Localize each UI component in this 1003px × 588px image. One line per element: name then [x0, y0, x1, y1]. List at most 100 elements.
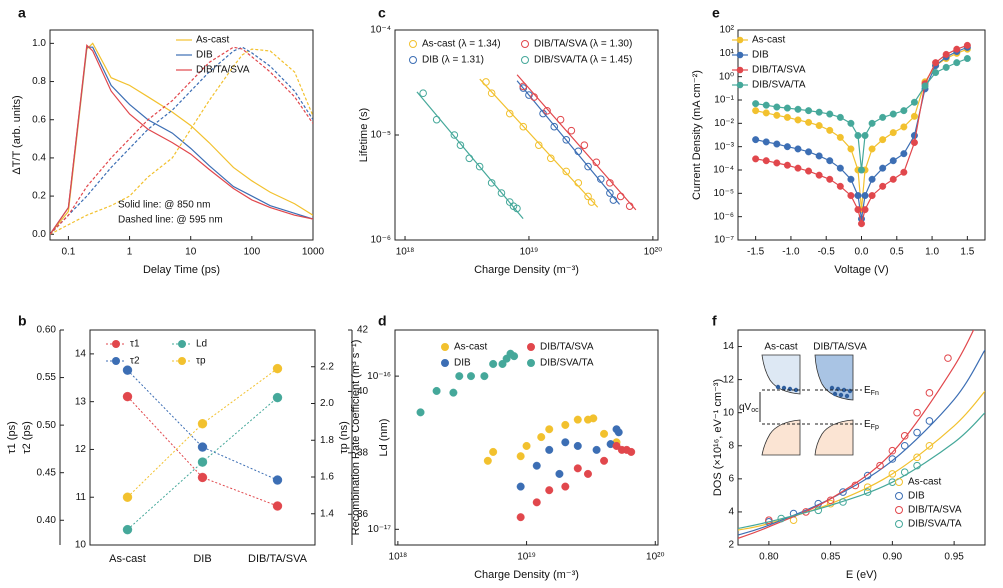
x-tick-label: -0.5	[818, 247, 836, 258]
legend-label: DIB/TA/SVA	[540, 342, 594, 353]
data-point	[482, 78, 490, 86]
data-point	[826, 496, 835, 505]
y-tick-label: 14	[723, 341, 735, 352]
data-point	[900, 468, 909, 477]
y-axis-title: Recombination Rate Coefficient (m³ s⁻¹)	[350, 340, 362, 536]
data-point	[913, 408, 921, 417]
data-point	[589, 414, 598, 423]
data-point	[752, 100, 760, 108]
panel-letter: a	[18, 5, 26, 21]
data-point	[456, 141, 465, 149]
data-line	[127, 396, 278, 507]
data-point	[839, 488, 847, 496]
data-point	[826, 175, 834, 183]
data-point	[836, 133, 844, 141]
legend-label: DIB	[908, 491, 925, 502]
x-tick-label: 10¹⁹	[520, 247, 539, 258]
data-point	[932, 59, 940, 67]
data-point	[910, 139, 918, 147]
x-tick-label: 0.80	[759, 552, 779, 563]
data-point	[815, 152, 823, 160]
x-axis-title: Charge Density (m⁻³)	[474, 264, 579, 276]
y-axis-title: τp (ns)	[338, 421, 350, 453]
data-point	[836, 164, 844, 172]
plot-frame	[49, 29, 314, 241]
data-point	[580, 141, 589, 149]
inset-text: Fn	[871, 390, 879, 397]
data-point	[913, 461, 921, 470]
data-point	[765, 516, 773, 524]
data-point	[122, 391, 133, 402]
data-point	[475, 162, 484, 171]
data-point	[879, 136, 887, 144]
data-point	[925, 389, 934, 397]
data-point	[868, 192, 876, 200]
legend-marker	[736, 36, 744, 44]
y-tick-label: 0.0	[32, 229, 46, 240]
data-point	[913, 453, 921, 462]
y-tick-label: 10⁻¹	[714, 95, 734, 106]
data-point	[854, 132, 862, 140]
y-tick-label: 2.0	[320, 398, 334, 409]
legend-label: DIB/SVA/TA (λ = 1.45)	[534, 55, 632, 66]
legend-marker	[178, 357, 186, 365]
y-tick-label: 8	[728, 440, 734, 451]
data-point	[516, 452, 525, 461]
data-point	[888, 455, 897, 463]
data-point	[858, 166, 866, 174]
legend-label: DIB	[454, 358, 471, 369]
data-point	[513, 204, 521, 213]
x-axis-title: E (eV)	[846, 569, 877, 581]
data-point	[567, 126, 576, 135]
y-tick-label: 0.4	[32, 153, 46, 164]
data-point	[868, 119, 876, 127]
inset-efn: EFn	[864, 385, 879, 397]
x-tick-label: 1.0	[925, 247, 939, 258]
data-point	[483, 456, 492, 465]
y-tick-label: 12	[723, 374, 735, 385]
data-point	[616, 192, 625, 201]
data-point	[519, 82, 528, 91]
y-tick-label: 10⁻⁷	[714, 235, 734, 246]
data-point	[836, 182, 844, 190]
inset-efp: EFp	[864, 419, 879, 431]
x-tick-label: 0.90	[883, 552, 903, 563]
y-tick-label: 36	[357, 509, 369, 520]
data-point	[419, 89, 427, 98]
data-point	[963, 41, 971, 49]
data-point	[450, 131, 459, 139]
data-point	[487, 89, 496, 98]
data-point	[836, 113, 844, 121]
y-tick-label: 11	[76, 492, 87, 503]
inset-title: DIB/TA/SVA	[813, 342, 867, 353]
data-point	[925, 441, 934, 450]
data-point	[432, 386, 441, 395]
legend-marker	[736, 81, 744, 89]
data-point	[889, 157, 897, 165]
data-point	[868, 175, 876, 183]
data-point	[876, 461, 884, 470]
data-point	[587, 198, 596, 206]
data-point	[455, 372, 464, 381]
data-point	[545, 445, 554, 454]
data-point	[489, 359, 498, 368]
x-tick-label: 10¹⁸	[396, 247, 415, 258]
y-tick-label: 10⁻⁵	[370, 130, 391, 141]
data-point	[498, 359, 507, 368]
data-point	[858, 220, 866, 228]
y-axis-title: ΔT/T (arb. units)	[11, 95, 23, 174]
data-point	[532, 461, 541, 470]
y-tick-label: 10⁻¹⁶	[367, 371, 391, 382]
data-point	[942, 50, 950, 58]
y-tick-label: 1.4	[320, 508, 334, 519]
data-point	[465, 154, 474, 163]
data-point	[522, 441, 531, 450]
legend-marker	[112, 340, 120, 348]
data-point	[815, 108, 823, 116]
y-tick-label: 10¹	[720, 48, 735, 59]
data-point	[583, 469, 592, 478]
data-point	[497, 189, 506, 197]
data-point	[197, 457, 208, 467]
data-point	[561, 420, 570, 429]
data-point	[783, 104, 791, 112]
